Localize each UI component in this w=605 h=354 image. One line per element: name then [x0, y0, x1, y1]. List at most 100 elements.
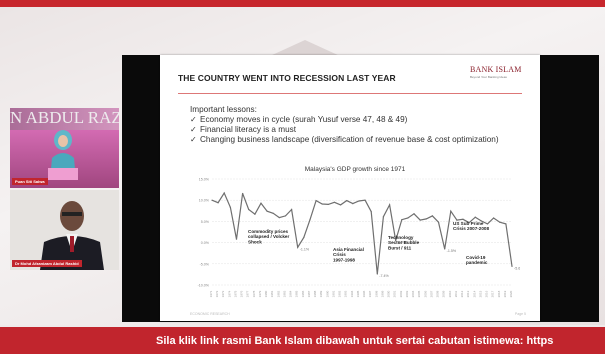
- ticker-text: Sila klik link rasmi Bank Islam dibawah …: [156, 335, 554, 347]
- logo-tagline: Beyond Your Banking Ideas: [470, 75, 507, 79]
- x-tick-label: 1977: [246, 290, 250, 297]
- gdp-data-point: [382, 216, 385, 218]
- gdp-data-point: [346, 200, 348, 202]
- x-tick-label: 2004: [411, 290, 415, 297]
- gdp-data-point: [370, 211, 372, 213]
- lesson-text: Changing business landscape (diversifica…: [200, 135, 499, 144]
- check-icon: ✓: [190, 135, 197, 144]
- x-tick-label: 2001: [393, 290, 397, 297]
- gdp-data-point: [401, 219, 403, 221]
- x-tick-label: 1979: [258, 290, 262, 297]
- guest-name-tag: Puan Siti Salwa: [12, 178, 48, 185]
- logo-text: BANK ISLAM: [470, 65, 522, 74]
- gdp-data-point: [419, 219, 421, 221]
- gdp-data-point: [284, 215, 287, 217]
- x-tick-label: 1998: [374, 290, 378, 297]
- x-tick-label: 2008: [436, 290, 440, 297]
- bank-islam-logo: BANK ISLAM Beyond Your Banking Ideas: [470, 65, 526, 91]
- gdp-data-point: [290, 208, 293, 211]
- x-tick-label: 1992: [338, 290, 342, 297]
- x-tick-label: 1981: [270, 290, 274, 297]
- x-tick-label: 2013: [466, 290, 470, 297]
- x-tick-label: 1987: [307, 290, 311, 297]
- ticker-bar: [0, 327, 605, 354]
- gdp-data-point: [297, 246, 299, 248]
- x-tick-label: 2000: [387, 290, 391, 297]
- x-tick-label: 1999: [380, 290, 384, 297]
- x-tick-label: 1991: [331, 290, 335, 297]
- gdp-data-point: [254, 213, 256, 215]
- x-tick-label: 1996: [362, 290, 366, 297]
- x-tick-label: 1983: [282, 290, 286, 297]
- x-tick-label: 2017: [491, 290, 495, 297]
- gdp-data-point: [327, 203, 329, 206]
- x-tick-label: 2015: [478, 290, 482, 297]
- x-tick-label: 1978: [252, 290, 256, 297]
- gdp-data-point: [505, 223, 507, 225]
- guest-video-1: N ABDUL RAZA Puan Siti Salwa: [10, 108, 119, 188]
- point-label: 0.5%: [398, 240, 407, 244]
- gdp-data-point: [272, 212, 274, 214]
- x-tick-label: 2016: [485, 290, 489, 297]
- gdp-data-point: [217, 202, 219, 204]
- gdp-data-point: [358, 200, 360, 202]
- gdp-data-point: [309, 219, 311, 221]
- gdp-data-point: [493, 217, 495, 219]
- gdp-data-point: [229, 206, 231, 209]
- y-tick-label: 5.0%: [201, 220, 210, 224]
- gdp-data-point: [266, 210, 268, 212]
- gdp-data-point: [407, 217, 409, 219]
- gdp-series-line: [211, 191, 513, 275]
- gdp-data-point: [339, 204, 342, 206]
- x-tick-label: 2007: [429, 290, 433, 297]
- x-tick-label: 2019: [503, 290, 507, 297]
- event-annotation: Technology Sector Bubble Burst / 911: [388, 235, 420, 250]
- lesson-text: Economy moves in cycle (surah Yusuf vers…: [200, 115, 408, 124]
- gdp-data-point: [480, 220, 482, 222]
- x-tick-label: 1993: [344, 290, 348, 297]
- gdp-data-point: [211, 199, 213, 201]
- event-annotation: Commodity prices collapsed / Volcker Shock: [248, 229, 289, 244]
- slide-page-number: Page 5: [514, 312, 526, 316]
- gdp-data-point: [321, 203, 323, 205]
- y-tick-label: -10.0%: [198, 284, 210, 288]
- x-tick-label: 1985: [295, 290, 299, 297]
- gdp-data-point: [333, 201, 336, 203]
- chart-title: Malaysia's GDP growth since 1971: [305, 166, 406, 173]
- gdp-data-point: [248, 208, 250, 211]
- lesson-item: ✓ Financial literacy is a must: [190, 125, 520, 135]
- gdp-data-point: [468, 222, 470, 224]
- top-accent-bar: [0, 0, 605, 7]
- gdp-data-point: [364, 199, 366, 201]
- background-chevron: [270, 40, 340, 56]
- x-tick-label: 2011: [454, 290, 458, 297]
- presentation-slide: THE COUNTRY WENT INTO RECESSION LAST YEA…: [160, 55, 540, 321]
- gdp-data-point: [413, 213, 415, 215]
- gdp-data-point: [486, 223, 489, 225]
- gdp-data-point: [235, 238, 238, 240]
- gdp-data-point: [499, 221, 501, 223]
- lessons-list: Important lessons: ✓ Economy moves in cyc…: [190, 105, 520, 145]
- y-tick-label: -5.0%: [200, 262, 210, 266]
- gdp-data-point: [388, 204, 391, 206]
- point-label: -1.1%: [300, 247, 310, 251]
- gdp-data-point: [431, 215, 434, 217]
- gdp-data-point: [223, 192, 225, 194]
- host-banner: N ABDUL RAZA: [10, 108, 119, 130]
- gdp-data-point: [303, 236, 305, 239]
- x-tick-label: 1995: [356, 290, 360, 297]
- gdp-data-point: [395, 239, 397, 242]
- gdp-data-point: [511, 265, 513, 267]
- point-label: -1.5%: [447, 249, 457, 253]
- x-tick-label: 2005: [417, 290, 421, 297]
- x-tick-label: 2012: [460, 290, 464, 297]
- x-tick-label: 2014: [472, 290, 476, 297]
- x-tick-label: 1975: [233, 290, 237, 297]
- x-tick-label: 2003: [405, 290, 409, 297]
- event-annotation: Asia Financial Crisis 1997-1998: [333, 247, 364, 262]
- event-annotation: US Sub Prime Crisis 2007-2008: [453, 221, 489, 231]
- point-label: -7.4%: [379, 274, 389, 278]
- check-icon: ✓: [190, 115, 197, 124]
- x-tick-label: 2010: [448, 290, 452, 297]
- slide-title: THE COUNTRY WENT INTO RECESSION LAST YEA…: [178, 73, 396, 83]
